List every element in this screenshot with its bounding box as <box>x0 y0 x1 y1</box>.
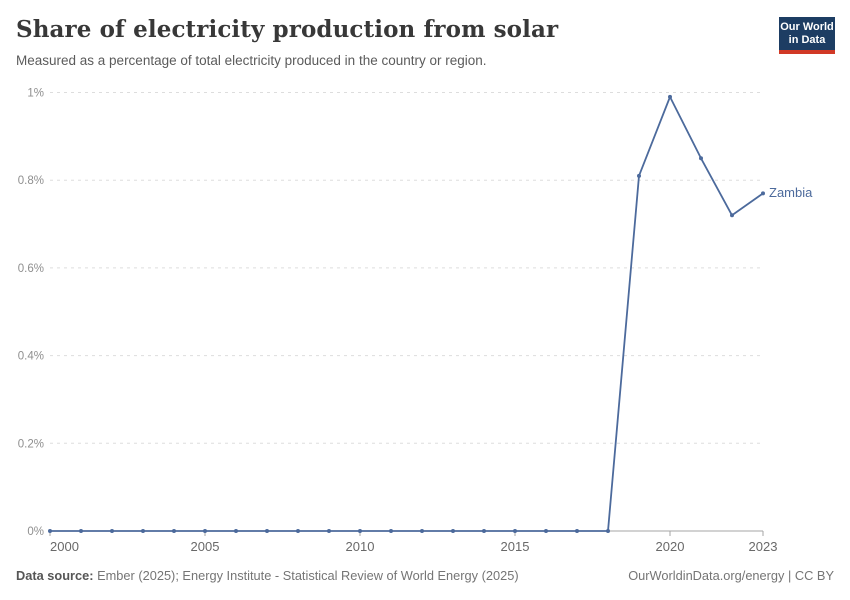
data-point-marker[interactable] <box>637 173 641 178</box>
data-point-marker[interactable] <box>389 529 393 533</box>
y-tick-label: 0% <box>27 526 44 538</box>
data-point-marker[interactable] <box>110 529 114 533</box>
data-point-marker[interactable] <box>482 529 486 533</box>
chart-subtitle: Measured as a percentage of total electr… <box>16 53 487 68</box>
data-point-marker[interactable] <box>513 529 517 533</box>
line-chart-plot: 1% 0.8% 0.6% 0.4% 0.2% 0% 2000 2005 2010 2015 2020… <box>18 88 778 555</box>
owid-url-license-link[interactable]: OurWorldinData.org/energy | CC BY <box>628 568 834 583</box>
data-source-text: Ember (2025); Energy Institute - Statist… <box>93 568 519 583</box>
data-point-marker[interactable] <box>296 529 300 533</box>
y-tick-label: 0.4% <box>18 351 44 363</box>
data-point-marker[interactable] <box>265 529 269 533</box>
series-entity-label[interactable]: Zambia <box>769 185 813 200</box>
data-point-marker[interactable] <box>575 529 579 533</box>
data-point-marker[interactable] <box>203 529 207 533</box>
owid-logo[interactable]: Our World in Data <box>779 17 835 54</box>
x-tick-label: 2005 <box>191 539 220 554</box>
data-point-marker[interactable] <box>699 156 703 161</box>
data-point-marker[interactable] <box>668 94 672 99</box>
data-point-marker[interactable] <box>141 529 145 533</box>
data-point-marker[interactable] <box>358 529 362 533</box>
owid-logo-line2: in Data <box>788 34 826 46</box>
data-point-marker[interactable] <box>606 529 610 533</box>
owid-logo-accent-bar <box>779 50 835 54</box>
data-point-marker[interactable] <box>544 529 548 533</box>
data-point-marker[interactable] <box>451 529 455 533</box>
data-point-marker[interactable] <box>234 529 238 533</box>
x-tick-label: 2010 <box>346 539 375 554</box>
data-point-marker[interactable] <box>420 529 424 533</box>
data-point-marker[interactable] <box>48 529 52 533</box>
data-point-marker[interactable] <box>79 529 83 533</box>
y-tick-label: 0.6% <box>18 263 44 275</box>
data-point-marker[interactable] <box>327 529 331 533</box>
page-title: Share of electricity production from sol… <box>16 16 559 43</box>
series-line[interactable] <box>50 95 764 532</box>
owid-logo-line1: Our World <box>780 21 834 33</box>
data-source-note: Data source: Ember (2025); Energy Instit… <box>16 568 519 583</box>
chart-footer: Data source: Ember (2025); Energy Instit… <box>16 568 834 583</box>
data-point-marker[interactable] <box>172 529 176 533</box>
y-tick-label: 1% <box>27 88 44 100</box>
x-tick-label: 2020 <box>656 539 685 554</box>
y-tick-label: 0.8% <box>18 175 44 187</box>
data-point-marker[interactable] <box>730 213 734 218</box>
x-tick-label: 2015 <box>501 539 530 554</box>
x-tick-label: 2000 <box>50 539 79 554</box>
y-tick-label: 0.2% <box>18 438 44 450</box>
data-source-label: Data source: <box>16 568 94 583</box>
x-tick-label: 2023 <box>749 539 778 554</box>
data-point-marker[interactable] <box>761 191 765 196</box>
